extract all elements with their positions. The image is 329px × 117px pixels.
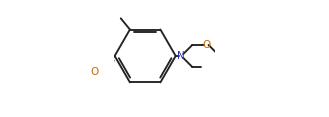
Text: O: O — [90, 67, 99, 77]
Text: O: O — [202, 40, 211, 50]
Text: N: N — [177, 51, 185, 61]
